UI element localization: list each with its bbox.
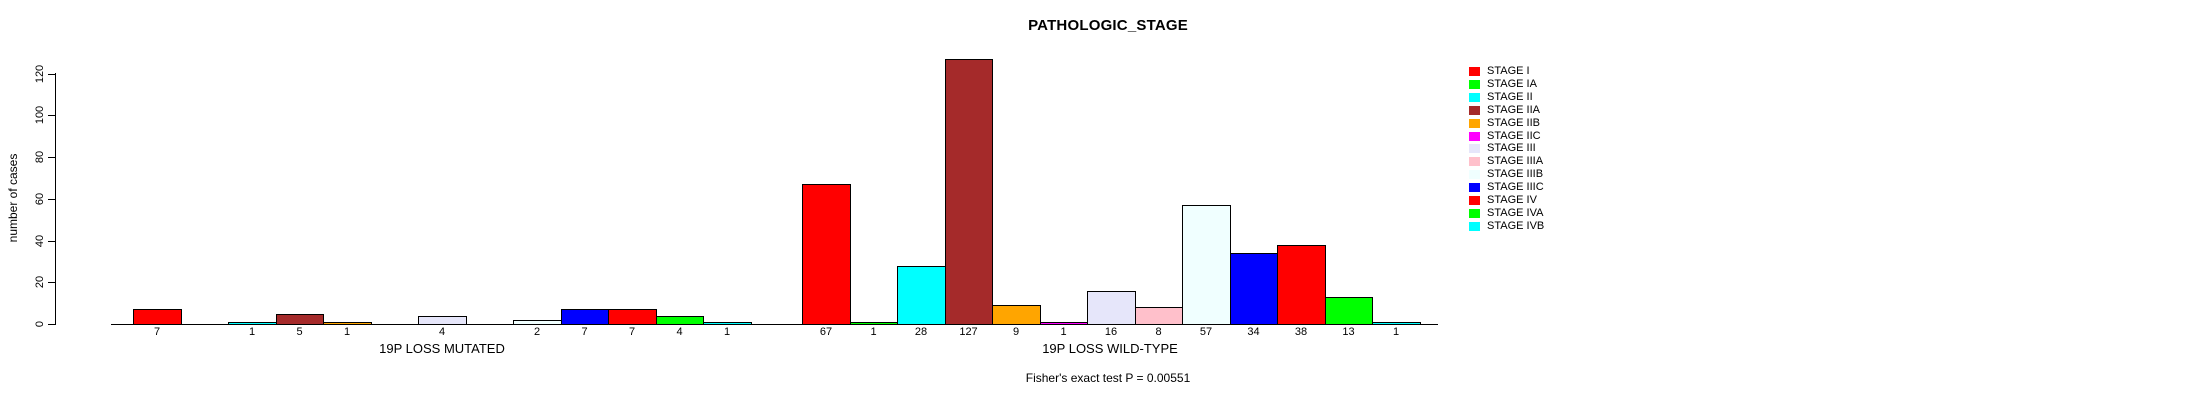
bar-19p-loss-mutated-stage-iiib	[513, 320, 562, 325]
y-axis-tick-label: 60	[34, 192, 46, 206]
bar-19p-loss-wild-type-stage-iiia	[1135, 307, 1183, 325]
y-axis-tick-label: 80	[34, 150, 46, 164]
bar-value-label: 1	[1060, 326, 1067, 338]
x-axis-label-mutated: 19P LOSS MUTATED	[379, 341, 505, 356]
bar-value-label: 1	[723, 326, 731, 338]
legend-label-stage-iva: STAGE IVA	[1487, 207, 1544, 219]
bar-19p-loss-wild-type-stage-iic	[1040, 322, 1088, 325]
bar-19p-loss-mutated-stage-iia	[276, 314, 324, 325]
bar-19p-loss-wild-type-stage-iia	[945, 59, 993, 325]
legend-swatch-stage-iva	[1469, 209, 1480, 218]
bar-19p-loss-wild-type-stage-iib	[992, 305, 1041, 325]
fisher-test-note: Fisher's exact test P = 0.00551	[1025, 371, 1191, 385]
legend-swatch-stage-iiia	[1469, 157, 1480, 166]
x-baseline	[111, 324, 1438, 325]
bar-value-label: 13	[1342, 326, 1355, 338]
legend-label-stage-iia: STAGE IIA	[1487, 104, 1540, 116]
bar-value-label: 4	[676, 326, 683, 338]
bar-value-label: 7	[628, 326, 636, 338]
bar-19p-loss-wild-type-stage-ii	[897, 266, 946, 325]
y-axis-line	[55, 73, 56, 325]
legend-label-stage-iiia: STAGE IIIA	[1487, 155, 1544, 167]
y-axis-tick	[48, 157, 55, 158]
bar-19p-loss-wild-type-stage-iii	[1087, 291, 1136, 325]
bar-19p-loss-mutated-stage-iii	[418, 316, 467, 325]
bar-19p-loss-mutated-stage-iib	[323, 322, 372, 325]
legend-label-stage-iv: STAGE IV	[1487, 194, 1537, 206]
bar-value-label: 1	[248, 326, 256, 338]
legend-label-stage-iic: STAGE IIC	[1487, 130, 1541, 142]
legend-label-stage-iii: STAGE III	[1487, 142, 1536, 154]
legend-swatch-stage-iib	[1469, 119, 1480, 128]
bar-19p-loss-wild-type-stage-ivb	[1372, 322, 1421, 325]
y-axis-tick	[48, 282, 55, 283]
bar-19p-loss-mutated-stage-ii	[228, 322, 277, 325]
legend-swatch-stage-iiic	[1469, 183, 1480, 192]
bar-19p-loss-wild-type-stage-iiib	[1182, 205, 1231, 325]
y-axis-tick	[48, 74, 55, 75]
bar-value-label: 67	[819, 326, 833, 338]
bar-19p-loss-wild-type-stage-i	[802, 184, 851, 325]
bar-19p-loss-wild-type-stage-ia	[850, 322, 898, 325]
y-axis-tick-label: 20	[34, 275, 46, 289]
bar-19p-loss-mutated-stage-ivb	[703, 322, 752, 325]
y-axis-tick-label: 100	[34, 105, 46, 125]
bar-value-label: 9	[1012, 326, 1020, 338]
bar-value-label: 16	[1104, 326, 1118, 338]
bar-value-label: 4	[438, 326, 446, 338]
bar-19p-loss-mutated-stage-iv	[608, 309, 657, 325]
bar-19p-loss-wild-type-stage-iiic	[1230, 253, 1278, 325]
bar-value-label: 8	[1155, 326, 1162, 338]
bar-value-label: 7	[153, 326, 161, 338]
legend-swatch-stage-ia	[1469, 80, 1480, 89]
legend-swatch-stage-iic	[1469, 132, 1480, 141]
bar-value-label: 5	[296, 326, 303, 338]
bar-value-label: 127	[959, 326, 978, 338]
bar-19p-loss-wild-type-stage-iv	[1277, 245, 1326, 325]
legend-label-stage-iiic: STAGE IIIC	[1487, 181, 1544, 193]
legend-swatch-stage-iia	[1469, 106, 1480, 115]
y-axis-tick	[48, 324, 55, 325]
bar-19p-loss-mutated-stage-i	[133, 309, 182, 325]
bar-19p-loss-wild-type-stage-iva	[1325, 297, 1373, 325]
bar-value-label: 34	[1247, 326, 1260, 338]
bar-value-label: 2	[533, 326, 541, 338]
bar-value-label: 57	[1199, 326, 1213, 338]
legend-swatch-stage-iv	[1469, 196, 1480, 205]
legend-label-stage-i: STAGE I	[1487, 65, 1530, 77]
legend-label-stage-ia: STAGE IA	[1487, 78, 1537, 90]
legend-label-stage-iiib: STAGE IIIB	[1487, 168, 1544, 180]
y-axis-tick	[48, 115, 55, 116]
legend-swatch-stage-iii	[1469, 144, 1480, 153]
bar-value-label: 7	[581, 326, 588, 338]
y-axis-tick	[48, 241, 55, 242]
legend-label-stage-ivb: STAGE IVB	[1487, 220, 1545, 232]
bar-19p-loss-mutated-stage-iiic	[561, 309, 609, 325]
y-axis-label: number of cases	[6, 153, 20, 243]
bar-value-label: 38	[1294, 326, 1308, 338]
bar-value-label: 1	[1392, 326, 1400, 338]
y-axis-tick-label: 120	[34, 64, 46, 84]
y-axis-tick-label: 40	[34, 234, 46, 248]
bar-19p-loss-mutated-stage-iva	[656, 316, 704, 325]
legend-label-stage-iib: STAGE IIB	[1487, 117, 1540, 129]
y-axis-tick	[48, 199, 55, 200]
legend-swatch-stage-ii	[1469, 93, 1480, 102]
legend-swatch-stage-iiib	[1469, 170, 1480, 179]
bar-value-label: 1	[343, 326, 351, 338]
legend-swatch-stage-ivb	[1469, 222, 1480, 231]
y-axis-tick-label: 0	[34, 320, 46, 328]
legend-swatch-stage-i	[1469, 67, 1480, 76]
x-axis-label-wild-type: 19P LOSS WILD-TYPE	[1042, 341, 1178, 356]
legend-label-stage-ii: STAGE II	[1487, 91, 1533, 103]
chart-title: PATHOLOGIC_STAGE	[1028, 17, 1188, 34]
bar-value-label: 28	[914, 326, 928, 338]
bar-value-label: 1	[870, 326, 877, 338]
